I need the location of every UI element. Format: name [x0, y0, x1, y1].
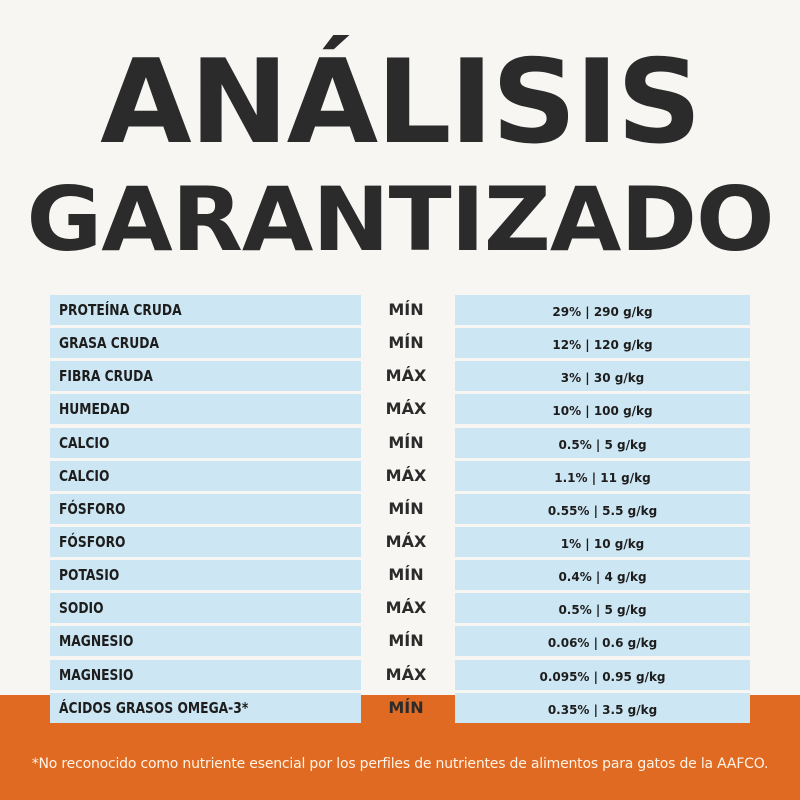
nutrient-name: MAGNESIO — [50, 626, 361, 657]
analysis-table: PROTEÍNA CRUDA MÍN 29% | 290 g/kg GRASA CRU… — [50, 295, 750, 726]
nutrient-value: 0.35% | 3.5 g/kg — [455, 692, 750, 723]
limit-label: MÁX — [385, 598, 427, 618]
nutrient-value: 1.1% | 11 g/kg — [455, 460, 750, 491]
table-row: HUMEDAD MÁX 10% | 100 g/kg — [50, 394, 750, 425]
nutrient-value: 3% | 30 g/kg — [455, 361, 750, 392]
nutrient-name: SODIO — [50, 593, 361, 624]
table-row: FÓSFORO MÁX 1% | 10 g/kg — [50, 526, 750, 557]
limit-label: MÍN — [388, 697, 424, 717]
limit-label: MÁX — [385, 465, 427, 485]
limit-label: MÁX — [385, 531, 427, 551]
nutrient-value: 10% | 100 g/kg — [455, 394, 750, 425]
nutrient-value: 0.095% | 0.95 g/kg — [455, 659, 750, 690]
nutrient-name-text: ÁCIDOS GRASOS OMEGA-3* — [59, 698, 249, 717]
table-row: GRASA CRUDA MÍN 12% | 120 g/kg — [50, 328, 750, 359]
nutrient-name-text: SODIO — [59, 599, 104, 618]
limit-label: MÁX — [385, 664, 427, 684]
table-row: FIBRA CRUDA MÁX 3% | 30 g/kg — [50, 361, 750, 392]
nutrient-value: 0.4% | 4 g/kg — [455, 560, 750, 591]
nutrient-name-text: FÓSFORO — [59, 532, 126, 551]
limit-label: MÍN — [388, 300, 424, 319]
nutrient-value: 0.5% | 5 g/kg — [455, 593, 750, 624]
nutrient-name: FÓSFORO — [50, 493, 361, 524]
nutrient-value: 29% | 290 g/kg — [455, 295, 750, 325]
limit-label: MÍN — [388, 565, 424, 585]
nutrient-name: CALCIO — [50, 427, 361, 458]
table-row: CALCIO MÍN 0.5% | 5 g/kg — [50, 427, 750, 458]
nutrient-value: 0.06% | 0.6 g/kg — [455, 626, 750, 657]
nutrient-name: PROTEÍNA CRUDA — [50, 295, 361, 325]
nutrient-name: CALCIO — [50, 460, 361, 491]
nutrient-name: FIBRA CRUDA — [50, 361, 361, 392]
nutrient-name: POTASIO — [50, 560, 361, 591]
nutrient-name-text: POTASIO — [59, 566, 120, 585]
title-line-2: GARANTIZADO — [26, 168, 775, 271]
limit-label: MÍN — [388, 432, 424, 452]
nutrient-name-text: CALCIO — [59, 433, 110, 452]
nutrient-name-text: FIBRA CRUDA — [59, 367, 153, 386]
table-row: FÓSFORO MÍN 0.55% | 5.5 g/kg — [50, 493, 750, 524]
limit-label: MÁX — [385, 366, 427, 386]
nutrient-value: 1% | 10 g/kg — [455, 526, 750, 557]
table-row: MAGNESIO MÍN 0.06% | 0.6 g/kg — [50, 626, 750, 657]
nutrient-name: HUMEDAD — [50, 394, 361, 425]
nutrient-name-text: MAGNESIO — [59, 665, 134, 684]
limit-label: MÍN — [388, 631, 424, 651]
nutrient-value: 0.5% | 5 g/kg — [455, 427, 750, 458]
table-row: PROTEÍNA CRUDA MÍN 29% | 290 g/kg — [50, 295, 750, 325]
table-row: SODIO MÁX 0.5% | 5 g/kg — [50, 593, 750, 624]
nutrient-name-text: HUMEDAD — [59, 400, 130, 419]
title-line-1: ANÁLISIS — [100, 35, 702, 170]
nutrient-name-text: FÓSFORO — [59, 499, 126, 518]
nutrient-value: 12% | 120 g/kg — [455, 328, 750, 359]
nutrient-name: FÓSFORO — [50, 526, 361, 557]
limit-label: MÍN — [388, 333, 424, 353]
nutrient-name: MAGNESIO — [50, 659, 361, 690]
nutrient-name-text: PROTEÍNA CRUDA — [59, 301, 182, 319]
nutrient-name-text: MAGNESIO — [59, 632, 134, 651]
table-row: CALCIO MÁX 1.1% | 11 g/kg — [50, 460, 750, 491]
limit-label: MÍN — [388, 498, 424, 518]
nutrient-name-text: CALCIO — [59, 466, 110, 485]
table-row: MAGNESIO MÁX 0.095% | 0.95 g/kg — [50, 659, 750, 690]
limit-label: MÁX — [385, 399, 427, 419]
nutrient-name: ÁCIDOS GRASOS OMEGA-3* — [50, 692, 361, 723]
nutrient-name-text: GRASA CRUDA — [59, 334, 159, 353]
table-row: ÁCIDOS GRASOS OMEGA-3* MÍN 0.35% | 3.5 g/k… — [50, 692, 750, 723]
table-row: POTASIO MÍN 0.4% | 4 g/kg — [50, 560, 750, 591]
nutrient-name: GRASA CRUDA — [50, 328, 361, 359]
nutrient-value: 0.55% | 5.5 g/kg — [455, 493, 750, 524]
footnote: *No reconocido como nutriente esencial p… — [31, 756, 769, 772]
